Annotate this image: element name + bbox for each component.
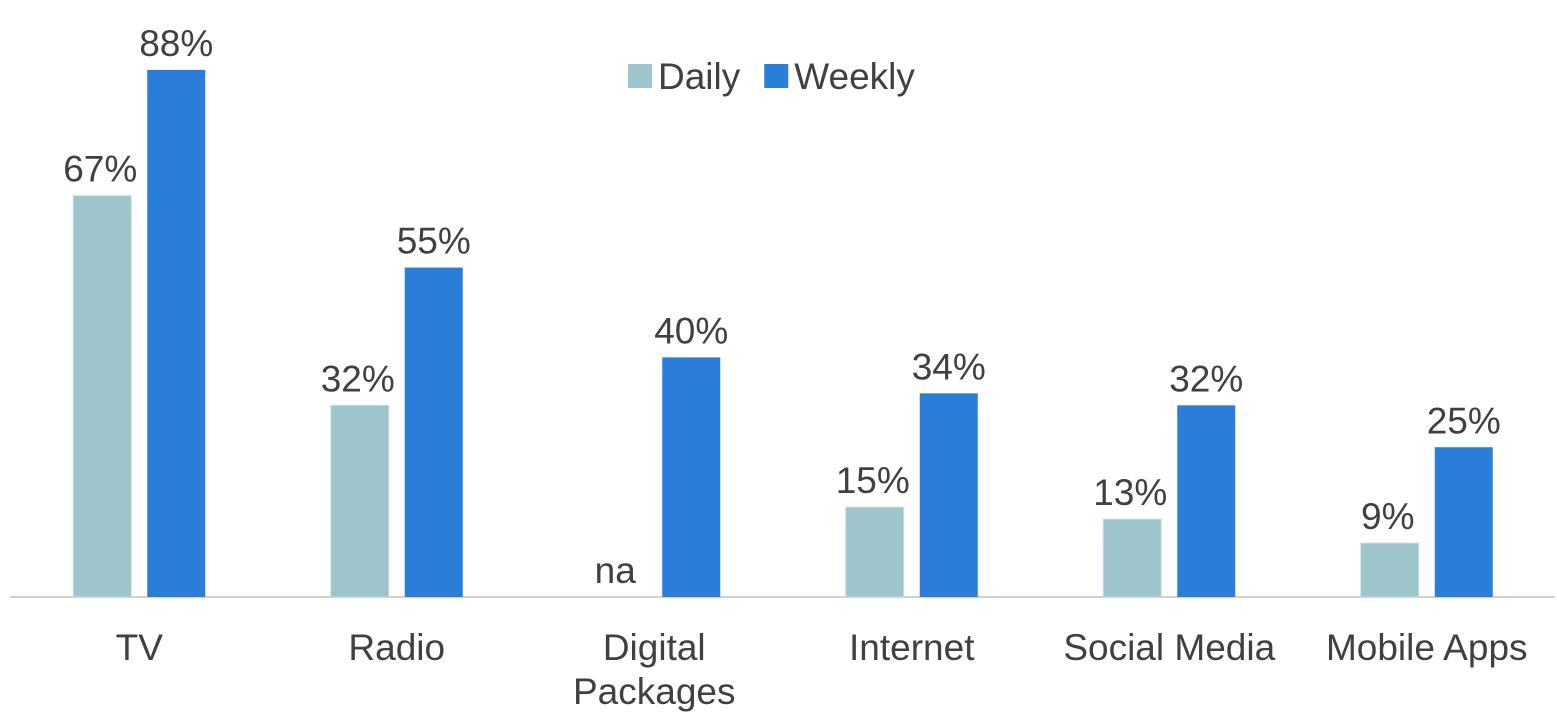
bar <box>919 393 978 597</box>
x-tick-label: Internet <box>849 627 975 668</box>
data-label: 67% <box>63 149 137 190</box>
bar <box>1177 405 1236 597</box>
bar <box>1360 542 1420 598</box>
data-label: 15% <box>836 460 910 501</box>
legend-swatch <box>628 64 652 88</box>
data-label: 40% <box>654 310 728 351</box>
data-label: 32% <box>321 358 395 399</box>
legend-label: Daily <box>658 56 741 97</box>
data-label: na <box>595 550 637 591</box>
data-label: 13% <box>1093 472 1167 513</box>
bar <box>1434 447 1493 597</box>
bar <box>330 404 390 598</box>
x-tick-label: TV <box>115 627 163 668</box>
x-tick-label: Digital Packages <box>573 627 736 712</box>
bar <box>147 69 206 597</box>
legend-label: Weekly <box>794 56 915 97</box>
x-tick-label: Mobile Apps <box>1325 627 1528 668</box>
data-label: 9% <box>1361 496 1414 537</box>
legend-swatch <box>764 64 789 88</box>
bar <box>662 357 721 597</box>
data-label: 88% <box>139 23 213 64</box>
bar <box>72 195 132 598</box>
x-tick-label: Radio <box>348 627 446 668</box>
data-label: 34% <box>912 346 986 387</box>
bar <box>845 506 905 598</box>
data-label: 55% <box>397 221 471 262</box>
data-label: 32% <box>1169 358 1243 399</box>
data-label: 25% <box>1427 400 1501 441</box>
bar <box>404 267 463 597</box>
bar <box>1102 518 1162 598</box>
x-tick-label: Social Media <box>1063 627 1276 668</box>
